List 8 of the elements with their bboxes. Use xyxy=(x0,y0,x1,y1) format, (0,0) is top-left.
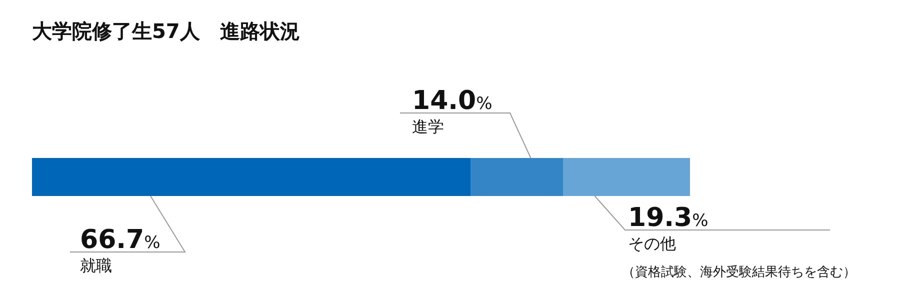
text: 就職 xyxy=(80,256,112,275)
chart-title: 大学院修了生57人 進路状況 xyxy=(32,19,300,43)
data-label: 66.7% xyxy=(80,225,160,255)
text: （資格試験、海外受験結果待ちを含む） xyxy=(622,265,856,280)
data-label: 14.0% xyxy=(412,86,492,116)
text: 進学 xyxy=(412,117,444,136)
data-label: 19.3% xyxy=(628,203,708,233)
text: その他 xyxy=(628,234,676,253)
